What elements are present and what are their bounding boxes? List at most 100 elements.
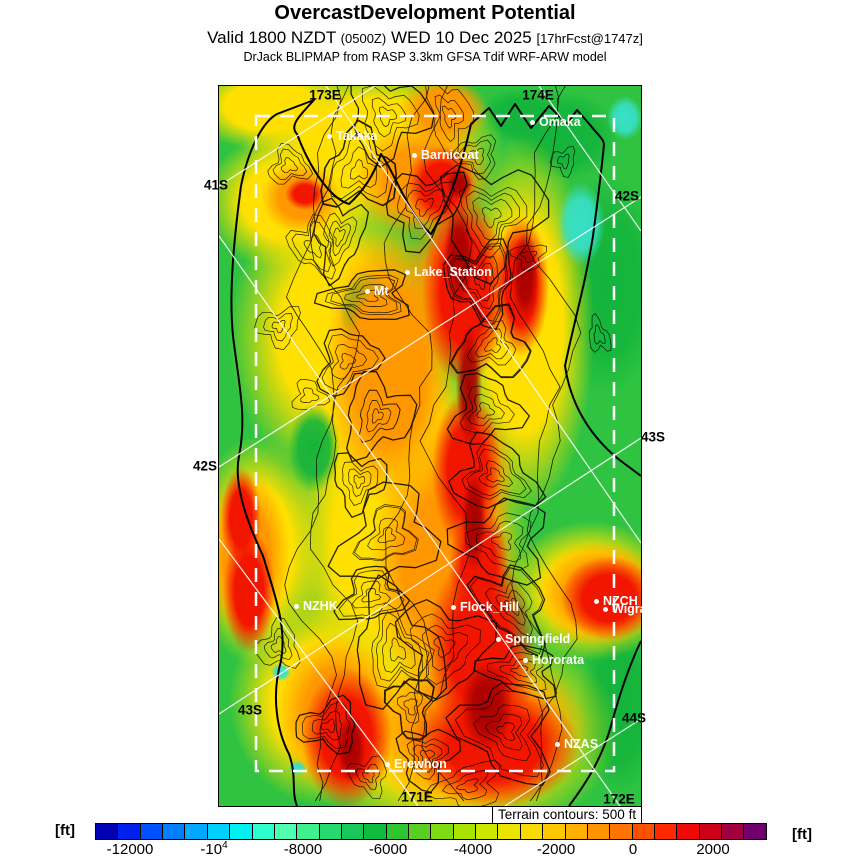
station-dot-icon (603, 607, 608, 612)
station-dot-icon (530, 120, 535, 125)
station-label: Omaka (539, 115, 581, 129)
colorbar-unit-left: [ft] (55, 822, 75, 839)
colorbar-cell (252, 824, 275, 839)
station-label: Takaka (336, 129, 378, 143)
colorbar-cell (453, 824, 477, 839)
lat-label: 41S (203, 177, 229, 193)
colorbar-tick: -6000 (368, 841, 408, 858)
station-dot-icon (412, 153, 417, 158)
colorbar-cell (520, 824, 544, 839)
colorbar-unit-right: [ft] (792, 826, 812, 843)
colorbar-cell (476, 824, 499, 839)
station-marker: Hororata (523, 653, 585, 667)
station-marker: NZCH (594, 594, 638, 608)
colorbar-cell (185, 824, 208, 839)
station-marker: Omaka (530, 115, 581, 129)
colorbar-cell (409, 824, 432, 839)
lat-label: 42S (614, 188, 640, 204)
station-marker: Lake_Station (405, 265, 492, 279)
station-marker: NZAS (555, 737, 599, 751)
page-title: OvercastDevelopment Potential (274, 2, 576, 24)
station-marker: Erewhon (385, 757, 447, 771)
colorbar-cell (744, 824, 766, 839)
station-label: NZAS (564, 737, 599, 751)
lon-label: 171E (401, 789, 433, 805)
station-dot-icon (496, 637, 501, 642)
station-label: NZHK (303, 599, 338, 613)
station-label: Erewhon (394, 757, 447, 771)
colorbar-cell (140, 824, 164, 839)
station-label: Flock_Hill (460, 600, 520, 614)
terrain-contours-annotation: Terrain contours: 500 ft (492, 806, 643, 824)
valid-date: WED 10 Dec 2025 (390, 28, 532, 47)
coastline (230, 99, 641, 806)
colorbar (95, 823, 767, 840)
colorbar-tick: -2000 (536, 841, 576, 858)
lat-label: 43S (237, 702, 263, 718)
valid-utc: (0500Z) (340, 31, 387, 46)
colorbar-cell (319, 824, 342, 839)
colorbar-cell (498, 824, 521, 839)
valid-prefix: Valid 1800 NZDT (207, 28, 336, 47)
colorbar-cell (207, 824, 231, 839)
station-marker: Barnicoat (412, 148, 479, 162)
forecast-tag: [17hrFcst@1747z] (536, 31, 643, 46)
colorbar-tick: -4000 (453, 841, 493, 858)
model-domain-outline (254, 114, 616, 773)
colorbar-cell (654, 824, 678, 839)
colorbar-tick: -104 (200, 840, 228, 858)
map-canvas (219, 86, 641, 806)
station-dot-icon (385, 762, 390, 767)
colorbar-cell (677, 824, 700, 839)
station-dot-icon (327, 134, 332, 139)
colorbar-cell (118, 824, 141, 839)
colorbar-cell (341, 824, 365, 839)
station-label: Barnicoat (421, 148, 479, 162)
colorbar-cell (587, 824, 611, 839)
lon-label: 172E (603, 791, 635, 807)
colorbar-tick: 0 (628, 841, 638, 858)
latlon-graticule (219, 86, 641, 806)
colorbar-cell (230, 824, 253, 839)
colorbar-tick: 2000 (696, 841, 730, 858)
model-info-line: DrJack BLIPMAP from RASP 3.3km GFSA Tdif… (243, 50, 607, 64)
lat-label: 43S (640, 429, 666, 445)
colorbar-cell (699, 824, 723, 839)
colorbar-cell (297, 824, 320, 839)
station-dot-icon (365, 289, 370, 294)
station-dot-icon (594, 599, 599, 604)
colorbar-cell (722, 824, 745, 839)
station-label: Wigram (612, 602, 658, 616)
station-label: Hororata (532, 653, 585, 667)
header: OvercastDevelopment Potential Valid 1800… (0, 0, 850, 64)
station-label: Mt (374, 284, 389, 298)
colorbar-tick: -8000 (283, 841, 323, 858)
station-dot-icon (451, 605, 456, 610)
station-dot-icon (523, 658, 528, 663)
station-marker: Springfield (496, 632, 571, 646)
station-marker: Takaka (327, 129, 378, 143)
station-marker: Wigram (603, 602, 658, 616)
lon-label: 173E (309, 87, 341, 103)
station-marker: Flock_Hill (451, 600, 520, 614)
station-label: Lake_Station (414, 265, 492, 279)
station-dot-icon (405, 270, 410, 275)
colorbar-cell (96, 824, 119, 839)
colorbar-cell (364, 824, 387, 839)
station-label: NZCH (603, 594, 638, 608)
colorbar-cell (386, 824, 410, 839)
colorbar-cell (163, 824, 186, 839)
station-marker: Mt (365, 284, 389, 298)
colorbar-cell (610, 824, 633, 839)
valid-time-line: Valid 1800 NZDT (0500Z) WED 10 Dec 2025 … (0, 28, 850, 48)
terrain-contour-lines (254, 86, 612, 806)
lon-label: 174E (522, 87, 554, 103)
lat-label: 42S (192, 458, 218, 474)
lat-label: 44S (621, 710, 647, 726)
potential-field-shading (219, 86, 641, 806)
colorbar-cell (274, 824, 298, 839)
colorbar-cell (543, 824, 566, 839)
station-marker: NZHK (294, 599, 338, 613)
station-label: Springfield (505, 632, 571, 646)
